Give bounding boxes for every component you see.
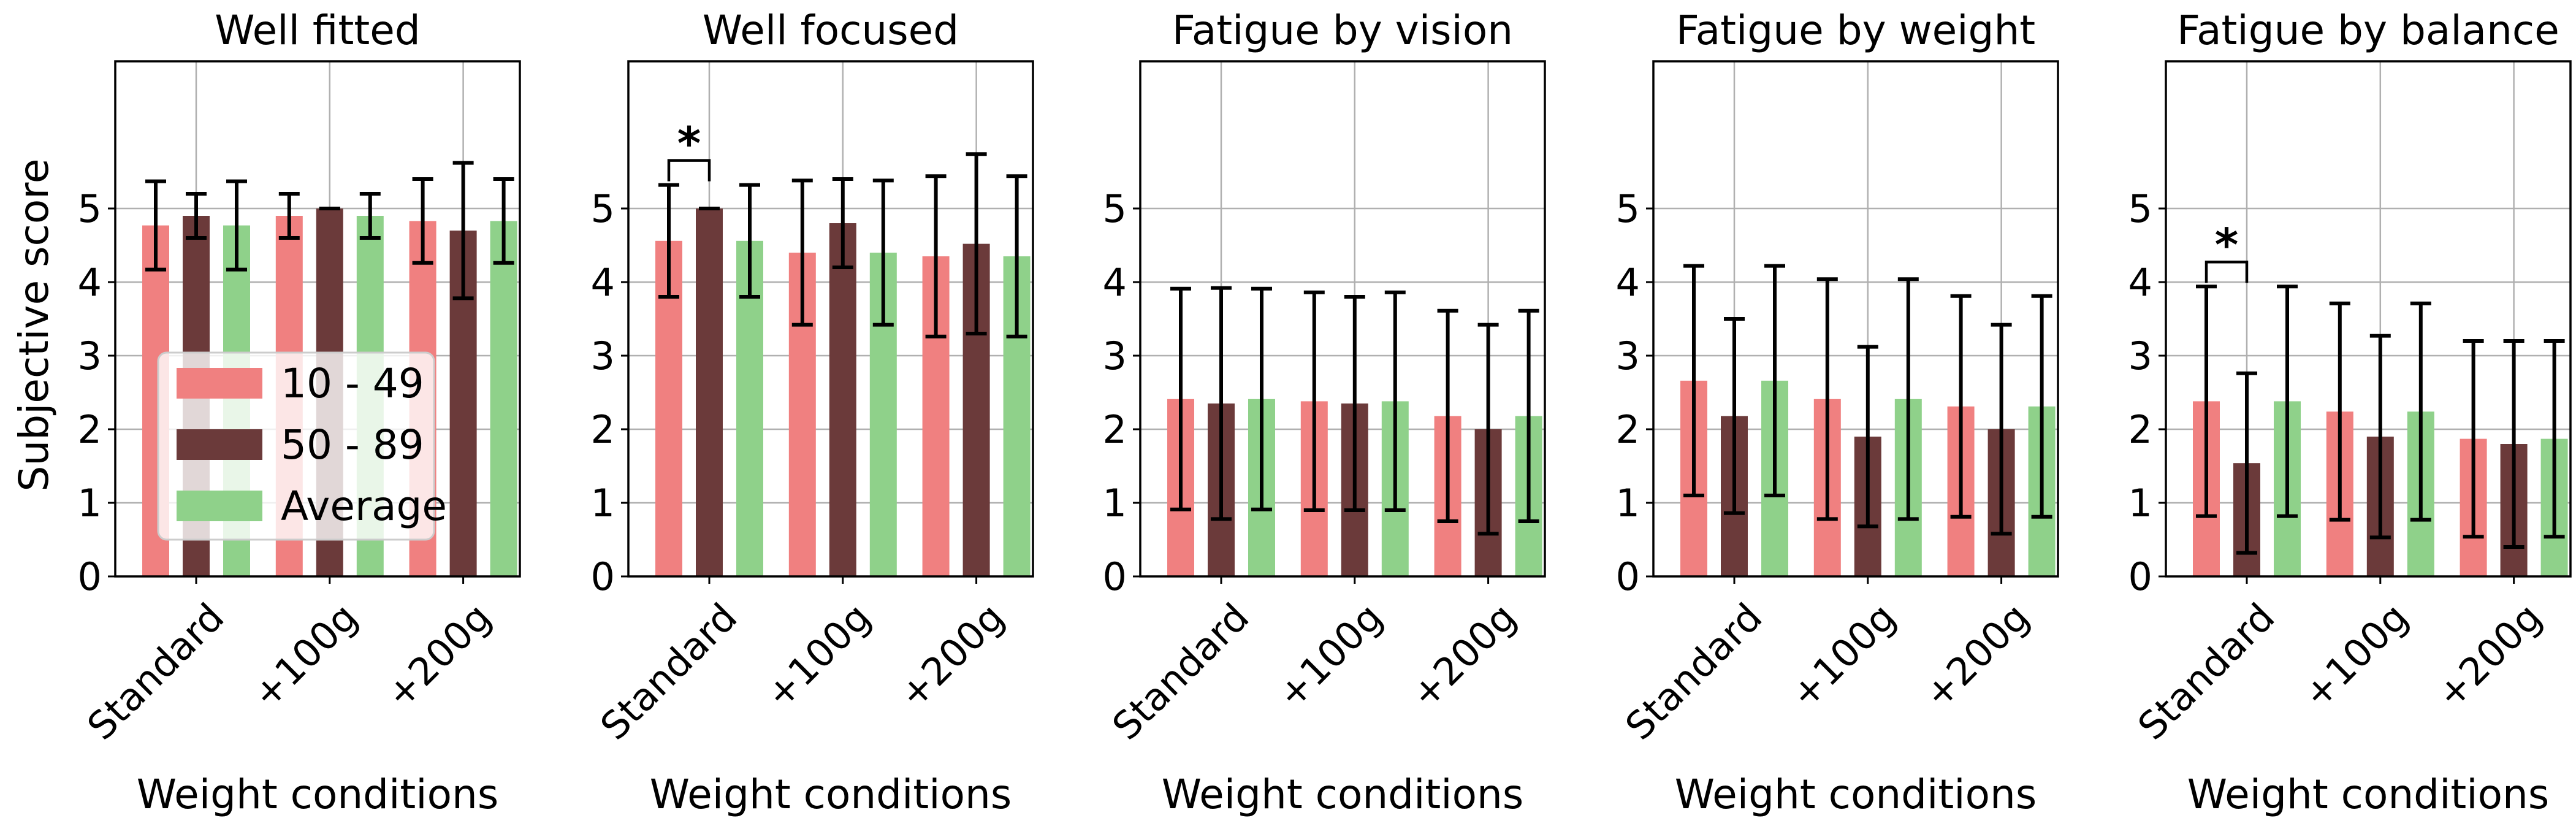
y-tick-label: 3	[1103, 334, 1127, 378]
y-tick-label: 3	[78, 334, 102, 378]
x-axis-label: Weight conditions	[1675, 771, 2037, 818]
plot-frame	[2165, 60, 2572, 578]
y-tick-label: 4	[2128, 260, 2152, 305]
legend-swatch	[177, 491, 262, 521]
plot-frame	[114, 60, 521, 578]
y-tick-label: 4	[1103, 260, 1127, 305]
panel-3: 0 1 2 3 4 5 Standard +100g +200g Fatigue by weigh…	[1616, 7, 2059, 818]
x-tick-label: Standard	[1617, 595, 1770, 749]
x-axis-label: Weight conditions	[1162, 771, 1523, 818]
y-tick-label: 2	[1103, 407, 1127, 452]
x-axis-label: Weight conditions	[650, 771, 1012, 818]
panel-2: 0 1 2 3 4 5 Standard +100g +200g Fatigue by visio…	[1103, 7, 1546, 818]
y-tick-label: 5	[2128, 186, 2152, 231]
bar-Average-+200g	[490, 221, 517, 576]
y-tick-label: 2	[591, 407, 615, 452]
y-tick-label: 2	[2128, 407, 2152, 452]
y-axis-label: Subjective score	[10, 158, 58, 491]
y-tick-label: 0	[1103, 554, 1127, 599]
legend-label: 10 - 49	[281, 360, 424, 407]
y-tick-label: 1	[1103, 481, 1127, 526]
plot-frame	[1139, 60, 1546, 578]
legend-swatch	[177, 368, 262, 399]
panel-title: Fatigue by vision	[1172, 7, 1513, 54]
y-tick-label: 4	[1616, 260, 1640, 305]
x-tick-label: +100g	[2294, 595, 2417, 717]
x-tick-label: +100g	[1781, 595, 1904, 717]
y-tick-label: 3	[2128, 334, 2152, 378]
y-tick-label: 2	[78, 407, 102, 452]
y-tick-label: 4	[78, 260, 102, 305]
y-tick-label: 0	[591, 554, 615, 599]
legend-label: 50 - 89	[281, 421, 424, 468]
panel-title: Well fitted	[215, 7, 420, 54]
significance-bracket	[667, 159, 711, 182]
significance-label: *	[2215, 219, 2239, 272]
x-tick-label: Standard	[78, 595, 232, 749]
panel-0: 0 1 2 3 4 5 Standard +100g +200g Well fitted Weigh…	[10, 7, 521, 818]
y-tick-label: 0	[78, 554, 102, 599]
legend: 10 - 49 50 - 89 Average	[157, 351, 447, 541]
x-tick-label: +200g	[890, 595, 1013, 717]
y-tick-label: 0	[2128, 554, 2152, 599]
panel-1: * 0 1 2 3 4 5 Standard +100g +200g Well focused Wei…	[591, 7, 1034, 818]
significance-label: *	[677, 118, 701, 170]
x-axis-label: Weight conditions	[137, 771, 498, 818]
y-tick-label: 1	[1616, 481, 1640, 526]
y-tick-label: 2	[1616, 407, 1640, 452]
legend-swatch	[177, 429, 262, 460]
x-tick-label: Standard	[2129, 595, 2283, 749]
x-tick-label: +200g	[1915, 595, 2038, 717]
x-tick-label: +200g	[1402, 595, 1525, 717]
plot-frame	[1652, 60, 2059, 578]
x-tick-label: Standard	[1103, 595, 1257, 749]
plot-frame	[627, 60, 1034, 578]
x-tick-label: +200g	[377, 595, 500, 717]
x-tick-label: +100g	[243, 595, 366, 717]
y-tick-label: 1	[78, 481, 102, 526]
panel-title: Fatigue by balance	[2177, 7, 2559, 54]
x-tick-label: +100g	[1268, 595, 1391, 717]
y-tick-label: 3	[591, 334, 615, 378]
y-tick-label: 3	[1616, 334, 1640, 378]
y-tick-label: 0	[1616, 554, 1640, 599]
y-tick-label: 5	[1103, 186, 1127, 231]
y-tick-label: 5	[1616, 186, 1640, 231]
panel-title: Fatigue by weight	[1676, 7, 2035, 54]
panel-title: Well focused	[703, 7, 959, 54]
bar-50-89-Standard	[696, 208, 723, 576]
bar-50-89-+100g	[829, 223, 856, 576]
significance-bracket	[2204, 260, 2249, 283]
panel-4: * 0 1 2 3 4 5 Standard +100g +200g Fatigue by bala…	[2128, 7, 2572, 818]
x-axis-label: Weight conditions	[2187, 771, 2549, 818]
y-tick-label: 5	[591, 186, 615, 231]
x-tick-label: +100g	[756, 595, 879, 717]
y-tick-label: 1	[2128, 481, 2152, 526]
x-tick-label: Standard	[592, 595, 745, 749]
y-tick-label: 4	[591, 260, 615, 305]
y-tick-label: 5	[78, 186, 102, 231]
legend-label: Average	[281, 483, 447, 530]
y-tick-label: 1	[591, 481, 615, 526]
x-tick-label: +200g	[2428, 595, 2550, 717]
